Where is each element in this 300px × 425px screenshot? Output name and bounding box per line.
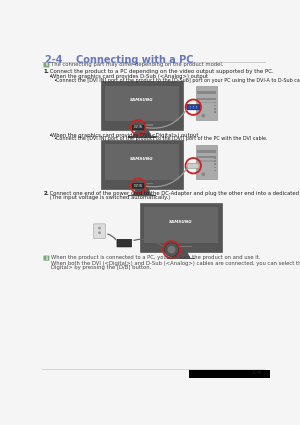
Text: When the graphics card provides D-Sub (<Analog>) output: When the graphics card provides D-Sub (<… <box>52 74 208 79</box>
Bar <box>214 164 216 165</box>
Bar <box>214 105 216 106</box>
FancyBboxPatch shape <box>132 125 144 130</box>
Bar <box>214 160 216 162</box>
Text: 1.: 1. <box>44 69 50 74</box>
Circle shape <box>201 114 205 118</box>
Bar <box>189 370 270 378</box>
Bar <box>128 195 156 196</box>
FancyBboxPatch shape <box>101 81 183 130</box>
Circle shape <box>193 106 194 107</box>
Text: Connect the [DVI IN] port of the product to the [D-Sub] port on your PC using th: Connect the [DVI IN] port of the product… <box>56 78 300 82</box>
Text: Digital> by pressing the [D/B] button.: Digital> by pressing the [D/B] button. <box>52 265 152 270</box>
Text: When the product is connected to a PC, you can turn the product on and use it.: When the product is connected to a PC, y… <box>52 255 261 260</box>
Bar <box>214 170 216 171</box>
Bar <box>214 167 216 168</box>
Text: The connecting part may differ depending on the product model.: The connecting part may differ depending… <box>52 62 224 67</box>
Bar <box>131 124 153 126</box>
Text: When the graphics card provides DVI(<Digital>) output: When the graphics card provides DVI(<Dig… <box>52 133 199 138</box>
Text: DVI IN: DVI IN <box>134 184 142 188</box>
Bar <box>197 156 216 158</box>
Text: Connect the [DVI IN] port of the product to the [DVI] port of the PC with the DV: Connect the [DVI IN] port of the product… <box>56 136 268 141</box>
Text: 2.: 2. <box>44 191 50 196</box>
Circle shape <box>165 243 178 257</box>
FancyBboxPatch shape <box>94 224 105 238</box>
Text: SAMSUNG: SAMSUNG <box>169 220 193 224</box>
Circle shape <box>168 246 176 253</box>
Bar <box>144 207 218 243</box>
Text: i: i <box>45 62 47 67</box>
Bar <box>197 160 216 162</box>
Text: Connect the product to a PC depending on the video output supported by the PC.: Connect the product to a PC depending on… <box>48 69 274 74</box>
Bar <box>131 183 153 184</box>
Text: •: • <box>53 78 56 82</box>
Bar <box>105 144 179 180</box>
Text: 2-4: 2-4 <box>252 370 262 375</box>
Text: When both the DVI (<Digital>) and D-Sub (<Analog>) cables are connected, you can: When both the DVI (<Digital>) and D-Sub … <box>52 261 300 266</box>
Circle shape <box>196 106 197 107</box>
Text: Connect one end of the power cord to the DC-Adapter and plug the other end into : Connect one end of the power cord to the… <box>48 191 300 196</box>
FancyBboxPatch shape <box>140 203 222 252</box>
Text: i: i <box>45 255 47 261</box>
Bar <box>197 102 216 103</box>
Text: •: • <box>48 133 52 138</box>
Text: •: • <box>48 74 52 79</box>
Bar <box>197 98 216 99</box>
Bar <box>170 246 192 247</box>
FancyBboxPatch shape <box>117 239 132 247</box>
Bar <box>105 86 179 121</box>
Bar <box>214 111 216 113</box>
Bar <box>214 99 216 100</box>
Bar <box>167 258 195 259</box>
Bar <box>214 102 216 103</box>
FancyBboxPatch shape <box>44 255 50 261</box>
Text: (The input voltage is switched automatically.): (The input voltage is switched automatic… <box>48 196 171 200</box>
FancyBboxPatch shape <box>196 145 217 179</box>
FancyBboxPatch shape <box>187 105 200 110</box>
Circle shape <box>201 172 205 176</box>
Bar <box>214 108 216 110</box>
FancyBboxPatch shape <box>196 86 217 120</box>
Text: 2-4    Connecting with a PC: 2-4 Connecting with a PC <box>45 55 194 65</box>
Text: SAMSUNG: SAMSUNG <box>130 98 154 102</box>
Circle shape <box>98 227 101 230</box>
Circle shape <box>98 231 101 234</box>
FancyBboxPatch shape <box>132 184 144 188</box>
Text: DVI IN: DVI IN <box>134 125 142 129</box>
FancyBboxPatch shape <box>44 62 50 68</box>
Bar <box>128 136 156 138</box>
Bar <box>214 157 216 159</box>
Bar <box>197 150 216 153</box>
FancyBboxPatch shape <box>188 163 199 168</box>
Polygon shape <box>172 252 190 258</box>
Bar <box>197 91 216 94</box>
Polygon shape <box>133 130 152 136</box>
FancyBboxPatch shape <box>101 139 183 189</box>
Text: •: • <box>53 136 56 141</box>
Text: SAMSUNG: SAMSUNG <box>130 157 154 161</box>
Polygon shape <box>133 189 152 195</box>
